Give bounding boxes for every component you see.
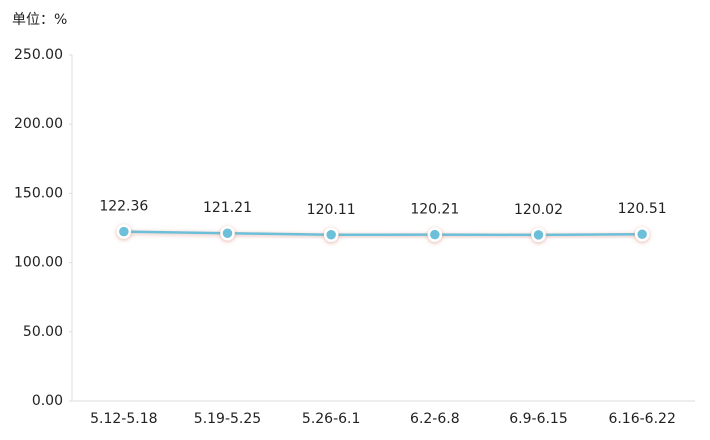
x-tick-label: 6.16-6.22 xyxy=(608,411,675,427)
x-tick-label: 5.26-6.1 xyxy=(302,411,361,427)
y-tick-label: 0.00 xyxy=(32,393,63,409)
marker xyxy=(427,227,443,242)
y-tick-label: 250.00 xyxy=(14,47,63,63)
marker xyxy=(531,227,546,243)
marker xyxy=(116,224,132,239)
data-label: 120.51 xyxy=(618,201,667,217)
y-tick-label: 200.00 xyxy=(14,116,63,132)
x-tick-label: 6.9-6.15 xyxy=(509,411,568,427)
data-label: 121.21 xyxy=(203,200,252,216)
y-tick-label: 50.00 xyxy=(23,324,63,340)
y-tick-label: 100.00 xyxy=(14,255,63,271)
data-label: 120.11 xyxy=(307,202,356,218)
marker xyxy=(323,227,339,243)
y-tick-label: 150.00 xyxy=(14,185,63,201)
x-tick-label: 5.12-5.18 xyxy=(90,411,157,427)
x-tick-label: 6.2-6.8 xyxy=(410,411,460,427)
line xyxy=(123,230,643,237)
data-label: 120.21 xyxy=(410,202,459,218)
marker xyxy=(220,225,235,241)
data-label: 122.36 xyxy=(99,199,148,215)
data-label: 120.02 xyxy=(514,202,563,218)
y-axis-label: 单位：% xyxy=(12,12,67,28)
x-tick-label: 5.19-5.25 xyxy=(194,411,261,427)
marker xyxy=(634,226,650,242)
